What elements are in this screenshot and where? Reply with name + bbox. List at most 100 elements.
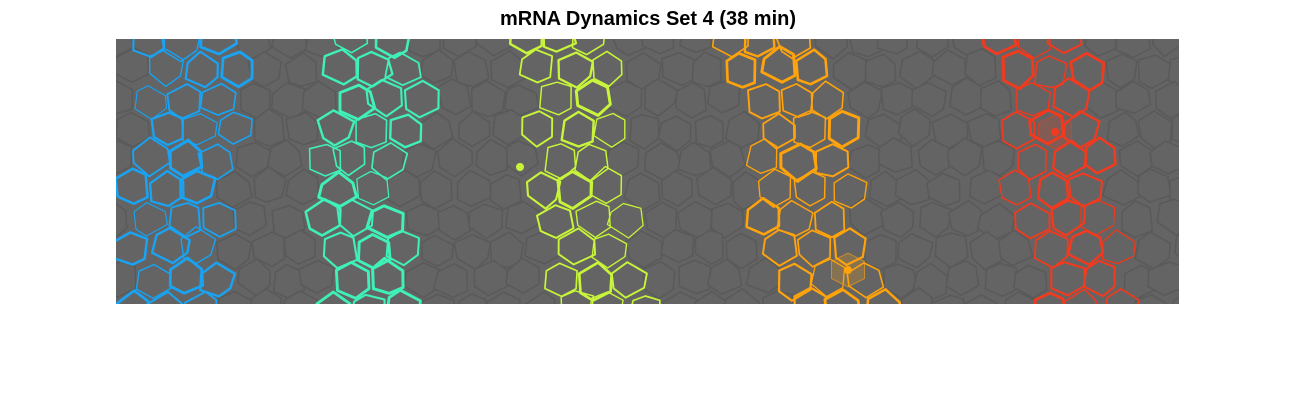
band-cell-outline — [827, 109, 861, 149]
background-cell — [725, 232, 759, 270]
band-cell-outline — [1101, 229, 1136, 265]
background-cell — [419, 169, 453, 210]
background-cell — [442, 39, 478, 58]
band-cell-outline — [197, 143, 234, 181]
band-cell-outline — [743, 39, 776, 58]
background-cell — [931, 49, 969, 86]
background-cell — [644, 77, 679, 117]
background-cell — [1106, 111, 1140, 148]
figure-title: mRNA Dynamics Set 4 (38 min) — [499, 8, 796, 30]
background-cell — [694, 114, 724, 149]
band-cell-outline — [374, 39, 410, 60]
background-cell — [432, 262, 469, 299]
background-cell — [915, 39, 950, 58]
highlight-yellow — [516, 163, 524, 171]
band-cell-outline — [606, 202, 644, 239]
background-cell — [662, 291, 699, 304]
background-cell — [474, 39, 512, 57]
background-cell — [116, 140, 133, 175]
background-cell — [1174, 234, 1179, 258]
band-cell-outline — [1028, 108, 1065, 146]
background-cell — [675, 81, 707, 120]
band-cell-outline — [1017, 143, 1047, 181]
band-cell-outline — [592, 50, 623, 88]
band-cell-outline — [148, 169, 185, 208]
background-cell — [407, 39, 442, 58]
band-cell-outline — [589, 165, 623, 205]
background-cell — [862, 233, 897, 271]
band-cell-outline — [304, 197, 342, 237]
background-cell — [625, 229, 663, 269]
background-cell — [418, 111, 454, 151]
band-cell-outline — [148, 290, 184, 304]
highlight-dot — [844, 266, 852, 274]
band-cell-outline — [332, 140, 366, 177]
background-cell — [984, 262, 1018, 298]
background-cell — [285, 168, 320, 206]
band-cell-outline — [1067, 229, 1105, 267]
band-cell-outline — [760, 45, 797, 84]
band-cell-outline — [810, 80, 845, 120]
background-cell — [849, 39, 885, 58]
band-cell-outline — [631, 295, 661, 304]
background-cell — [475, 138, 510, 177]
background-cell — [116, 260, 137, 299]
background-cell — [419, 48, 454, 85]
background-cell — [949, 76, 984, 116]
band-cell-outline — [131, 136, 171, 178]
highlighted-cells — [516, 114, 1072, 288]
band-cell-outline — [571, 39, 605, 56]
band-cell-outline — [315, 290, 352, 304]
background-cell — [284, 111, 319, 146]
background-cell — [284, 51, 318, 88]
band-cell-outline — [833, 227, 867, 267]
background-cell — [489, 173, 523, 211]
background-cell — [900, 286, 933, 304]
band-cell-outline — [384, 51, 422, 87]
band-cell-outline — [355, 112, 388, 149]
band-cell-outline — [168, 138, 204, 178]
background-cell — [691, 51, 722, 88]
background-cell — [116, 111, 151, 148]
band-cell-outline — [794, 48, 829, 86]
background-cell — [1105, 53, 1138, 89]
band-cell-outline — [525, 171, 562, 210]
background-cell — [437, 78, 472, 116]
background-cell — [623, 172, 661, 212]
background-cell — [918, 201, 953, 239]
band-cell-outline — [777, 262, 813, 302]
band-cell-outline — [792, 110, 827, 149]
background-cell — [762, 290, 795, 304]
band-cell-outline — [757, 168, 792, 208]
band-cell-outline — [518, 48, 554, 84]
background-cell — [1014, 202, 1051, 240]
background-cell — [215, 170, 254, 209]
band-cell-outline — [539, 81, 572, 116]
background-cell — [661, 51, 697, 87]
band-cell-outline — [574, 78, 612, 117]
band-cell-outline — [333, 39, 369, 54]
band-yellowgreen — [508, 39, 661, 304]
band-cell-outline — [352, 293, 386, 304]
background-cell — [864, 53, 897, 88]
background-cell — [253, 108, 286, 148]
band-cell-outline — [202, 201, 237, 238]
tissue-image-panel — [116, 39, 1179, 304]
background-cell — [660, 228, 695, 264]
background-cell — [610, 261, 648, 299]
background-cell — [1115, 80, 1152, 115]
band-teal — [304, 39, 440, 304]
background-cell — [250, 287, 283, 304]
background-cell — [1121, 200, 1154, 239]
background-cell — [696, 166, 733, 206]
background-cell — [968, 169, 1005, 205]
background-cell — [814, 39, 849, 61]
band-cell-outline — [184, 50, 219, 89]
band-cell-outline — [1033, 291, 1066, 304]
band-cell-outline — [796, 229, 832, 268]
band-cell-outline — [356, 170, 390, 206]
band-cell-outline — [1016, 82, 1051, 117]
band-cell-outline — [536, 204, 575, 239]
band-cell-outline — [593, 112, 626, 148]
band-cell-outline — [590, 291, 624, 304]
